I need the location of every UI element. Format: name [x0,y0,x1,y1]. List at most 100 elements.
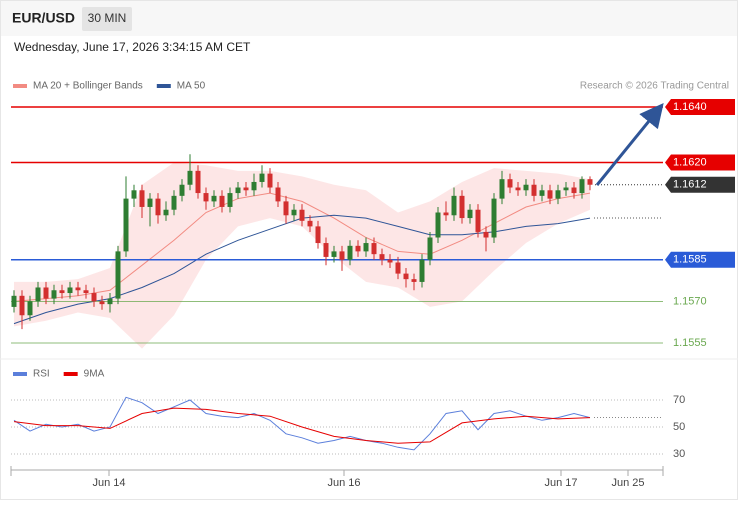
candle-body [499,179,505,199]
candle-body [243,187,249,191]
candle-body [91,293,97,302]
candle-body [451,195,457,216]
legend-label: RSI [33,369,50,380]
candle-body [371,243,377,255]
candle-body [299,209,305,221]
candle-body [99,301,105,305]
candle-body [475,209,481,232]
candle-body [515,187,521,191]
candle-body [147,198,153,207]
candle-body [27,301,33,316]
candle-body [259,173,265,182]
candle-body [35,287,41,302]
candle-body [387,259,393,263]
level-label-box [665,98,735,115]
legend-label: MA 50 [177,81,206,92]
legend-label: 9MA [84,369,105,380]
candle-body [275,187,281,202]
legend-label: MA 20 + Bollinger Bands [33,81,143,92]
candle-body [115,251,121,299]
x-tick-label: Jun 14 [92,477,125,489]
candle-body [267,173,273,188]
candle-body [547,190,553,199]
y-tick-label: 70 [673,394,685,406]
candle-body [587,179,593,185]
candle-body [43,287,49,299]
candle-body [187,170,193,185]
candle-body [395,262,401,274]
candle-body [427,237,433,260]
symbol: EUR/USD [12,10,75,26]
level-label: 1.1640 [673,101,707,113]
candle-body [563,187,569,191]
candle-body [107,298,113,305]
candle-body [195,170,201,194]
level-label: 1.1570 [673,295,707,307]
candle-body [403,273,409,280]
candle-body [483,231,489,238]
candle-body [339,251,345,260]
x-tick-label: Jun 17 [544,477,577,489]
candle-body [323,243,329,257]
level-label: 1.1555 [673,337,707,349]
candle-body [523,184,529,191]
candle-body [235,187,241,194]
candle-body [555,190,561,199]
candle-body [363,243,369,252]
candle-body [11,295,17,307]
y-tick-label: 30 [673,448,685,460]
candle-body [443,212,449,216]
timestamp: Wednesday, June 17, 2026 3:34:15 AM CET [14,40,251,54]
candle-body [251,181,257,191]
candle-body [507,179,513,188]
candle-body [571,187,577,194]
forecast-arrow [595,103,664,186]
candle-body [467,209,473,219]
y-tick-label: 50 [673,421,685,433]
interval-badge[interactable] [82,7,132,31]
candle-body [19,295,25,316]
candle-body [291,209,297,216]
candle-body [83,290,89,294]
rsi-line [13,396,591,451]
candle-body [379,254,385,260]
candle-body [155,198,161,216]
interval[interactable]: 30 MIN [88,11,127,25]
candle-body [307,220,313,227]
candle-body [131,190,137,199]
candle-body [283,201,289,216]
level-label-box [665,251,735,268]
level-label-box [665,176,735,193]
candle-body [331,251,337,257]
candle-body [459,195,465,219]
candle-body [419,259,425,282]
candle-body [227,193,233,207]
candle-body [203,193,209,202]
candle-body [123,198,129,252]
candle-body [435,212,441,238]
level-label: 1.1612 [673,179,707,191]
candle-body [211,195,217,202]
candle-body [315,226,321,244]
candle-body [139,190,145,207]
candle-body [67,287,73,294]
candle-body [51,290,57,299]
candle-body [531,184,537,196]
level-label: 1.1620 [673,156,707,168]
x-tick-label: Jun 16 [327,477,360,489]
candle-body [491,198,497,238]
candle-body [539,190,545,196]
candle-body [411,279,417,282]
candle-body [171,195,177,210]
candle-body [579,179,585,194]
candle-body [59,290,65,294]
candle-body [219,195,225,207]
candle-body [163,209,169,216]
level-label: 1.1585 [673,254,707,266]
rsi-line [13,407,591,444]
candle-body [355,245,361,252]
source: Research © 2026 Trading Central [580,81,729,92]
x-tick-label: Jun 25 [611,477,644,489]
candle-body [347,245,353,260]
